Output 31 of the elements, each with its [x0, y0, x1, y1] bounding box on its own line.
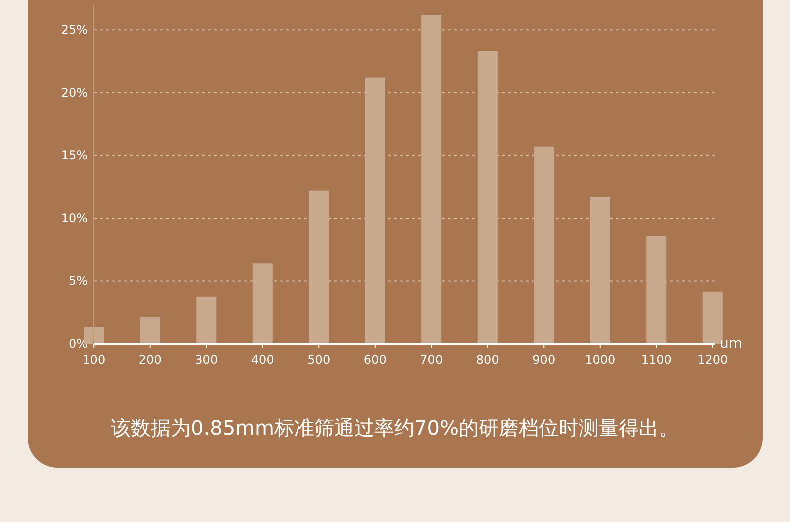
x-tick-label: 400: [251, 353, 274, 367]
bar: [309, 190, 330, 344]
bar: [252, 264, 273, 344]
bar: [140, 317, 160, 344]
x-tick-label: 700: [420, 353, 444, 367]
x-tick-label: 1100: [641, 353, 672, 367]
x-tick-label: 800: [476, 353, 500, 367]
bar: [590, 197, 610, 344]
bar: [702, 292, 723, 344]
y-tick-label: 20%: [61, 86, 88, 100]
bar: [478, 51, 498, 344]
x-tick-label: 600: [364, 353, 387, 367]
bar: [646, 236, 667, 344]
x-tick-label: 1200: [698, 353, 728, 367]
x-tick-label: 500: [308, 353, 331, 367]
y-tick-label: 5%: [68, 274, 88, 288]
y-tick-label: 10%: [61, 211, 88, 226]
y-tick-label: 25%: [61, 23, 88, 38]
y-tick-label: 15%: [61, 148, 88, 163]
x-axis-title: um: [720, 336, 743, 352]
text: 该数据为0.85mm标准筛通过率约70%的研磨档位时测量得出。: [111, 416, 679, 440]
y-tick-label: 0%: [68, 337, 88, 351]
x-tick-label: 200: [138, 353, 162, 367]
x-tick-label: 300: [195, 353, 218, 367]
bar: [365, 78, 386, 344]
bar: [534, 146, 554, 344]
x-tick-label: 900: [532, 353, 556, 367]
x-tick-label: 100: [82, 353, 106, 367]
x-tick-label: 1000: [585, 353, 616, 367]
bar: [196, 296, 217, 344]
bar: [422, 15, 442, 344]
